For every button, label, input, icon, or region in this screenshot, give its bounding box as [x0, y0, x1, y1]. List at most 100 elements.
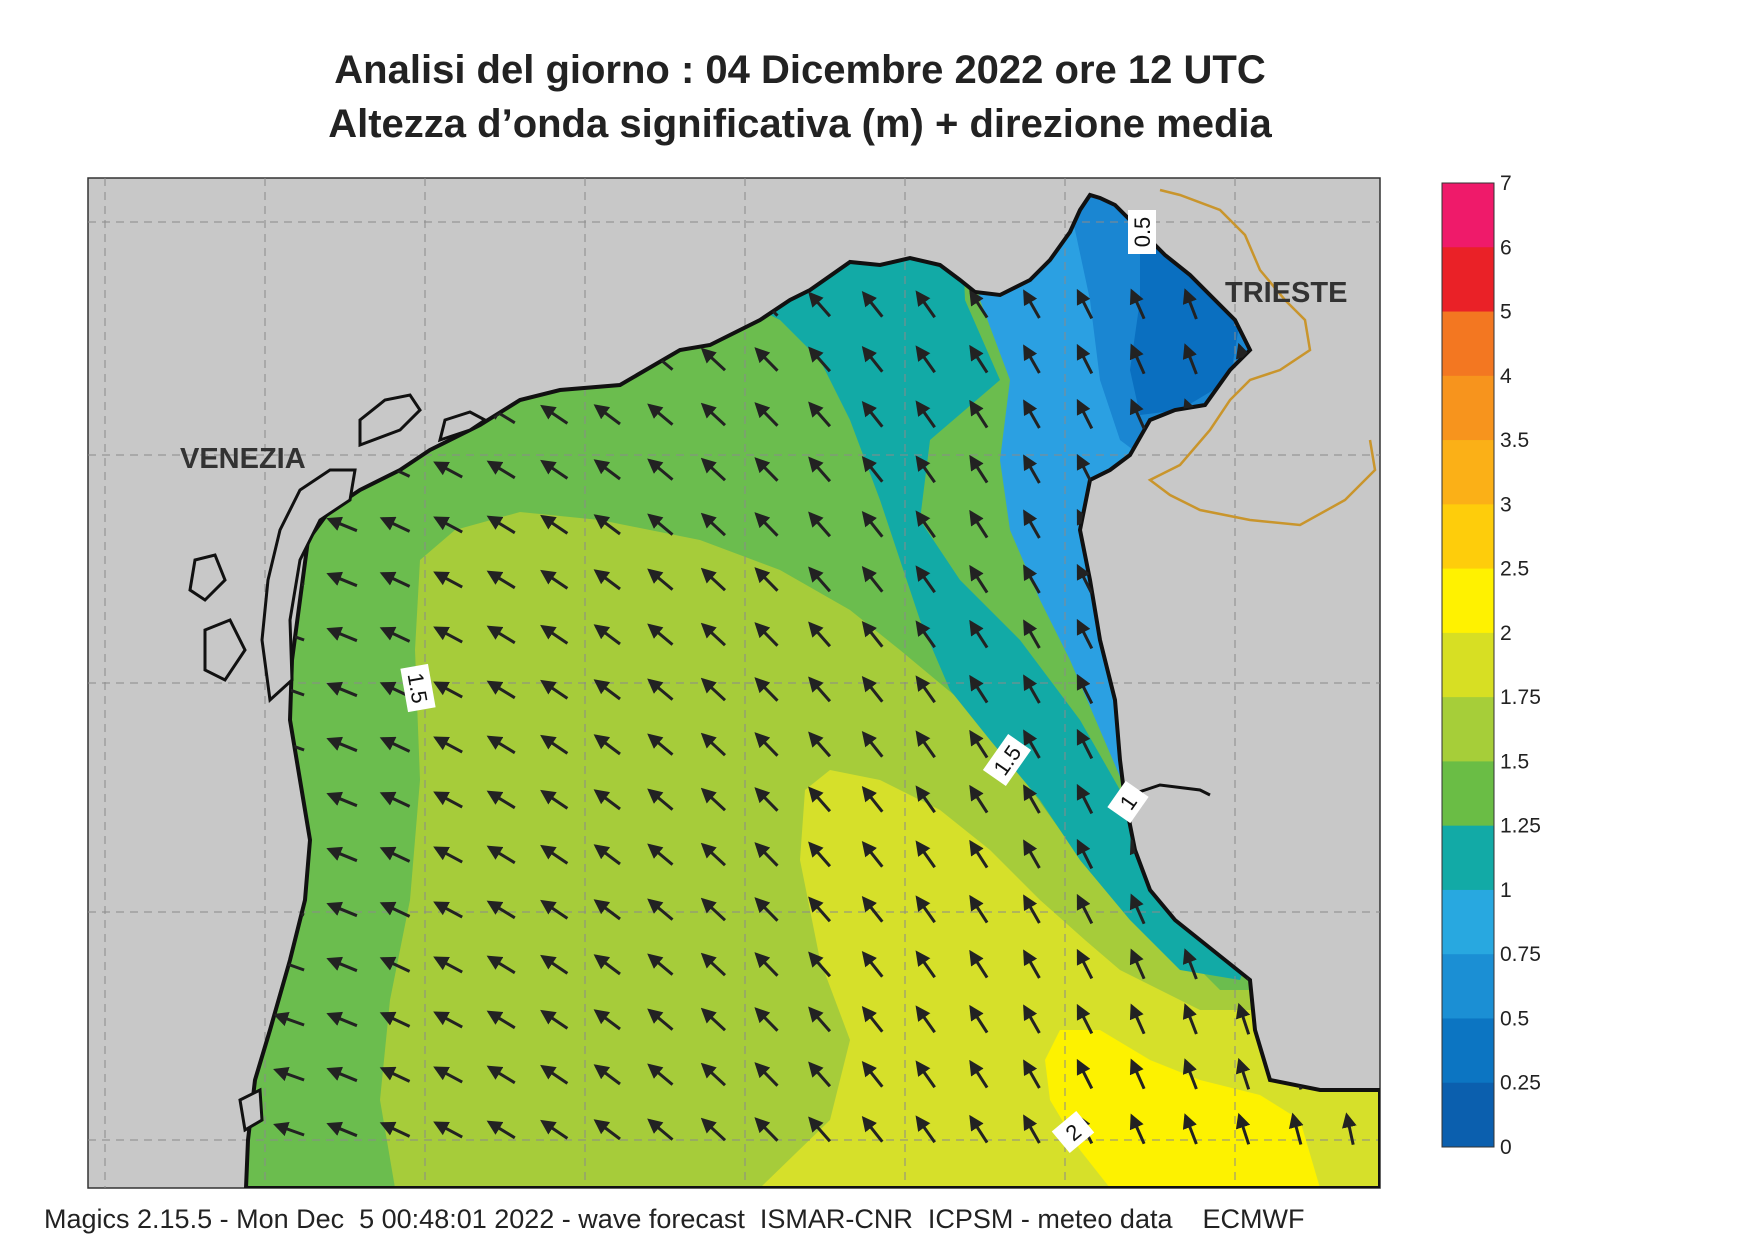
direction-arrow: [1401, 400, 1406, 430]
direction-arrow: [1401, 455, 1406, 485]
direction-arrow: [326, 681, 358, 698]
city-label-trieste: TRIESTE: [1225, 277, 1347, 309]
direction-arrow: [326, 901, 358, 918]
direction-arrow: [326, 1121, 358, 1138]
direction-arrow: [326, 1011, 358, 1028]
direction-arrow: [969, 344, 989, 374]
direction-arrow: [379, 1066, 411, 1083]
direction-arrow: [1023, 619, 1041, 649]
band-2: [1045, 1030, 1320, 1188]
direction-arrow: [1129, 343, 1146, 375]
direction-arrow: [969, 289, 989, 319]
direction-arrow: [486, 845, 516, 865]
direction-arrow: [433, 681, 463, 699]
direction-arrow: [379, 791, 411, 808]
direction-arrow: [540, 459, 569, 480]
direction-arrow: [593, 899, 621, 921]
direction-arrow: [754, 1007, 779, 1032]
direction-arrow: [861, 1005, 884, 1033]
direction-arrow: [861, 840, 884, 868]
direction-arrow: [1401, 565, 1406, 595]
direction-arrow: [754, 622, 779, 647]
direction-arrow: [915, 345, 936, 374]
direction-arrow: [273, 1066, 305, 1082]
direction-arrow: [647, 733, 674, 756]
direction-arrow: [540, 569, 569, 590]
direction-arrow: [915, 1060, 936, 1089]
direction-arrow: [1023, 784, 1041, 814]
direction-arrow: [861, 455, 884, 483]
direction-arrow: [700, 1062, 727, 1087]
colorbar-tick-label: 1.75: [1500, 686, 1541, 709]
colorbar-tick-label: 3.5: [1500, 429, 1529, 452]
direction-arrow: [1076, 1003, 1094, 1035]
direction-arrow: [486, 570, 516, 590]
colorbar-swatch: [1442, 504, 1494, 570]
colorbar-swatch: [1442, 825, 1494, 891]
direction-arrow: [486, 955, 516, 975]
direction-arrow: [754, 842, 779, 867]
direction-arrow: [433, 1121, 463, 1139]
direction-arrow: [861, 345, 884, 373]
colorbar-swatch: [1442, 697, 1494, 762]
direction-arrow: [1023, 509, 1041, 539]
direction-arrow: [915, 400, 936, 429]
direction-arrow: [486, 460, 516, 480]
direction-arrow: [1401, 895, 1406, 925]
direction-arrow: [486, 625, 516, 645]
colorbar-tick-label: 0.25: [1500, 1072, 1541, 1095]
direction-arrow: [915, 620, 936, 649]
chart-subtitle: Altezza d’onda significativa (m) + direz…: [328, 102, 1272, 146]
colorbar-swatch: [1442, 311, 1494, 377]
direction-arrow: [433, 846, 463, 864]
direction-arrow: [1076, 673, 1094, 705]
direction-arrow: [486, 515, 516, 535]
chart-title: Analisi del giorno : 04 Dicembre 2022 or…: [334, 48, 1266, 92]
footer-credits: Magics 2.15.5 - Mon Dec 5 00:48:01 2022 …: [44, 1204, 1305, 1234]
direction-arrow: [540, 1009, 569, 1030]
direction-arrow: [433, 571, 463, 589]
colorbar-tick-label: 2: [1500, 622, 1512, 645]
direction-arrow: [1401, 345, 1406, 375]
direction-arrow: [326, 626, 358, 643]
direction-arrow: [647, 623, 674, 646]
colorbar-swatch: [1442, 247, 1494, 313]
direction-arrow: [969, 894, 989, 924]
direction-arrow: [1023, 399, 1041, 429]
direction-arrow: [593, 1119, 621, 1141]
direction-arrow: [808, 841, 832, 868]
direction-arrow: [969, 784, 989, 814]
city-label-venezia: VENEZIA: [180, 443, 306, 475]
direction-arrow: [1129, 1003, 1146, 1035]
direction-arrow: [647, 1063, 674, 1086]
direction-arrow: [379, 846, 411, 863]
direction-arrow: [1401, 510, 1406, 540]
direction-arrow: [1023, 1059, 1041, 1089]
direction-arrow: [808, 291, 832, 318]
direction-arrow: [1076, 618, 1094, 650]
direction-arrow: [433, 736, 463, 754]
direction-arrow: [593, 514, 621, 536]
direction-arrow: [647, 843, 674, 866]
colorbar-swatch: [1442, 761, 1494, 827]
direction-arrow: [754, 787, 779, 812]
direction-arrow: [915, 290, 936, 319]
direction-arrow: [1023, 949, 1041, 979]
direction-arrow: [593, 624, 621, 646]
direction-arrow: [808, 621, 832, 648]
colorbar-tick-label: 4: [1500, 365, 1512, 388]
direction-arrow: [1401, 840, 1406, 870]
direction-arrow: [540, 734, 569, 755]
direction-arrow: [593, 459, 621, 481]
direction-arrow: [915, 950, 936, 979]
direction-arrow: [915, 785, 936, 814]
direction-arrow: [326, 1066, 358, 1083]
colorbar-border: [1441, 182, 1495, 1148]
direction-arrow: [540, 514, 569, 535]
direction-arrow: [1182, 948, 1198, 980]
colorbar-tick-label: 7: [1500, 172, 1512, 195]
direction-arrow: [1076, 728, 1094, 760]
direction-arrow: [486, 1010, 516, 1030]
direction-arrow: [969, 839, 989, 869]
direction-arrow: [326, 846, 358, 863]
